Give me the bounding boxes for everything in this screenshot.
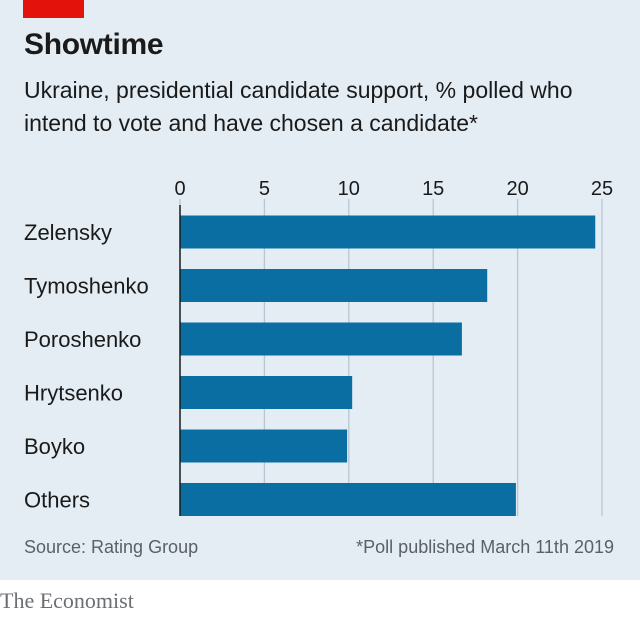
- bar: [180, 429, 348, 463]
- x-tick-label: 5: [259, 178, 270, 200]
- source-note: Source: Rating Group: [24, 537, 199, 557]
- bar-chart: 0 5 10 15 20 25 Zelensky Tymoshenko Poroshenko Hr…: [24, 178, 613, 516]
- bar: [180, 376, 353, 409]
- brand-red-tag: [23, 0, 84, 18]
- category-label: Boyko: [24, 434, 85, 459]
- category-label: Tymoshenko: [24, 274, 149, 299]
- category-label: Others: [24, 488, 90, 513]
- x-tick-label: 20: [506, 178, 528, 200]
- x-tick-label: 10: [338, 178, 360, 200]
- x-tick-label: 25: [591, 178, 613, 200]
- bar: [180, 269, 488, 302]
- bar: [180, 215, 596, 249]
- chart-title: Showtime: [24, 28, 164, 61]
- category-label: Zelensky: [24, 220, 112, 245]
- brand-logo-text: The Economist: [0, 588, 134, 613]
- x-tick-label: 15: [422, 178, 444, 200]
- bar: [180, 322, 462, 356]
- x-tick-label: 0: [174, 178, 185, 200]
- footnote: *Poll published March 11th 2019: [356, 537, 614, 557]
- category-label: Poroshenko: [24, 327, 141, 352]
- bar: [180, 483, 516, 516]
- chart-subtitle: Ukraine, presidential candidate support,…: [24, 77, 573, 136]
- category-label: Hrytsenko: [24, 381, 123, 406]
